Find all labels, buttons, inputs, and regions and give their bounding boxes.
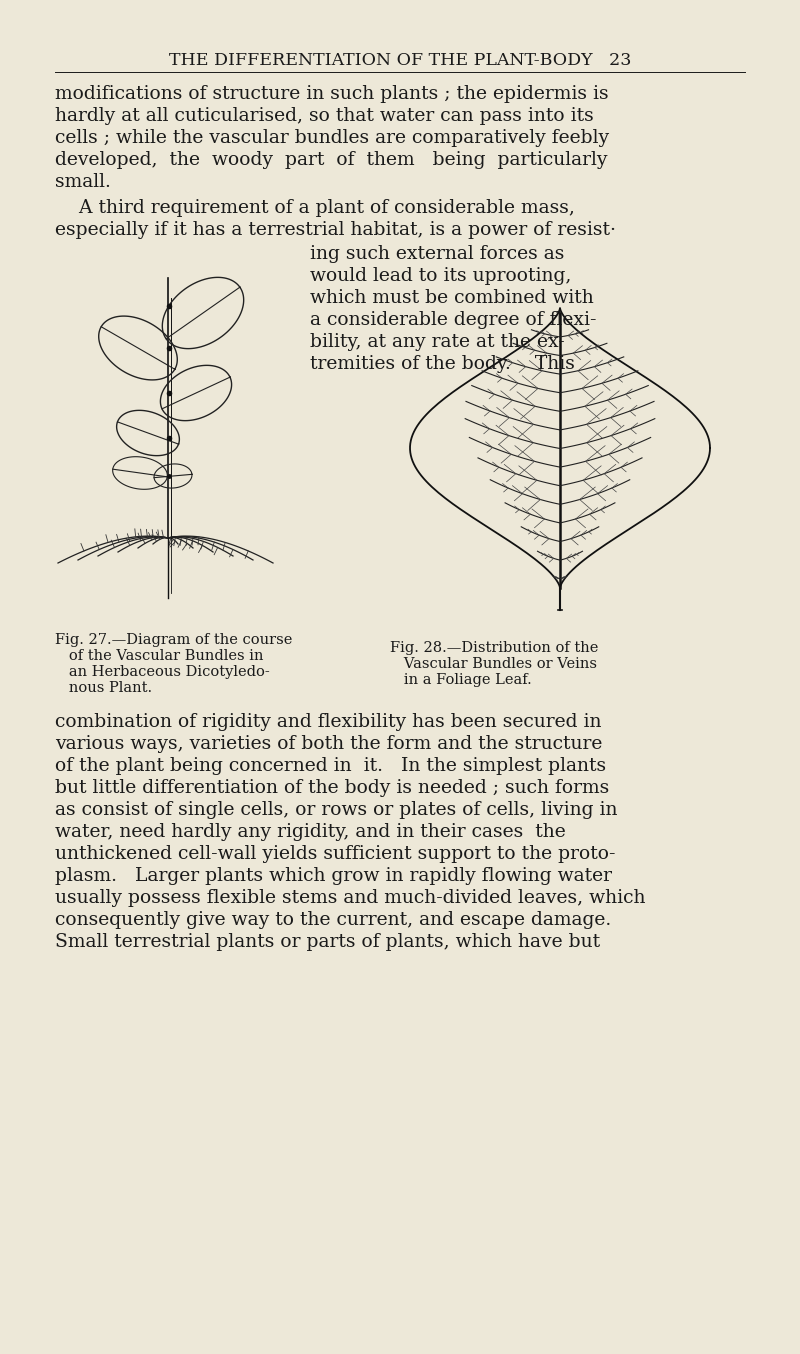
Text: but little differentiation of the body is needed ; such forms: but little differentiation of the body i… [55,779,610,798]
Text: Fig. 28.—Distribution of the: Fig. 28.—Distribution of the [390,640,598,655]
Text: hardly at all cuticularised, so that water can pass into its: hardly at all cuticularised, so that wat… [55,107,594,125]
Text: Vascular Bundles or Veins: Vascular Bundles or Veins [390,657,597,672]
Text: especially if it has a terrestrial habitat, is a power of resist·: especially if it has a terrestrial habit… [55,221,616,240]
Text: Fig. 27.—Diagram of the course: Fig. 27.—Diagram of the course [55,634,292,647]
Text: which must be combined with: which must be combined with [310,288,594,307]
Text: tremities of the body.    This: tremities of the body. This [310,355,575,372]
Text: plasm.   Larger plants which grow in rapidly flowing water: plasm. Larger plants which grow in rapid… [55,867,612,886]
Text: small.: small. [55,173,111,191]
Text: THE DIFFERENTIATION OF THE PLANT-BODY   23: THE DIFFERENTIATION OF THE PLANT-BODY 23 [169,51,631,69]
Text: bility, at any rate at the ex-: bility, at any rate at the ex- [310,333,565,351]
Text: Small terrestrial plants or parts of plants, which have but: Small terrestrial plants or parts of pla… [55,933,600,951]
Text: A third requirement of a plant of considerable mass,: A third requirement of a plant of consid… [55,199,575,217]
Text: various ways, varieties of both the form and the structure: various ways, varieties of both the form… [55,735,602,753]
Text: would lead to its uprooting,: would lead to its uprooting, [310,267,571,284]
Text: ing such external forces as: ing such external forces as [310,245,564,263]
Text: of the Vascular Bundles in: of the Vascular Bundles in [55,649,263,663]
Text: unthickened cell-wall yields sufficient support to the proto-: unthickened cell-wall yields sufficient … [55,845,615,862]
Text: developed,  the  woody  part  of  them   being  particularly: developed, the woody part of them being … [55,152,607,169]
Text: combination of rigidity and flexibility has been secured in: combination of rigidity and flexibility … [55,714,602,731]
Text: nous Plant.: nous Plant. [55,681,152,695]
Text: cells ; while the vascular bundles are comparatively feebly: cells ; while the vascular bundles are c… [55,129,609,148]
Text: a considerable degree of flexi-: a considerable degree of flexi- [310,311,597,329]
Text: of the plant being concerned in  it.   In the simplest plants: of the plant being concerned in it. In t… [55,757,606,774]
Text: usually possess flexible stems and much-divided leaves, which: usually possess flexible stems and much-… [55,890,646,907]
Text: consequently give way to the current, and escape damage.: consequently give way to the current, an… [55,911,611,929]
Text: modifications of structure in such plants ; the epidermis is: modifications of structure in such plant… [55,85,609,103]
Text: as consist of single cells, or rows or plates of cells, living in: as consist of single cells, or rows or p… [55,802,618,819]
Text: water, need hardly any rigidity, and in their cases  the: water, need hardly any rigidity, and in … [55,823,566,841]
Text: an Herbaceous Dicotyledo-: an Herbaceous Dicotyledo- [55,665,270,678]
Text: in a Foliage Leaf.: in a Foliage Leaf. [390,673,532,686]
